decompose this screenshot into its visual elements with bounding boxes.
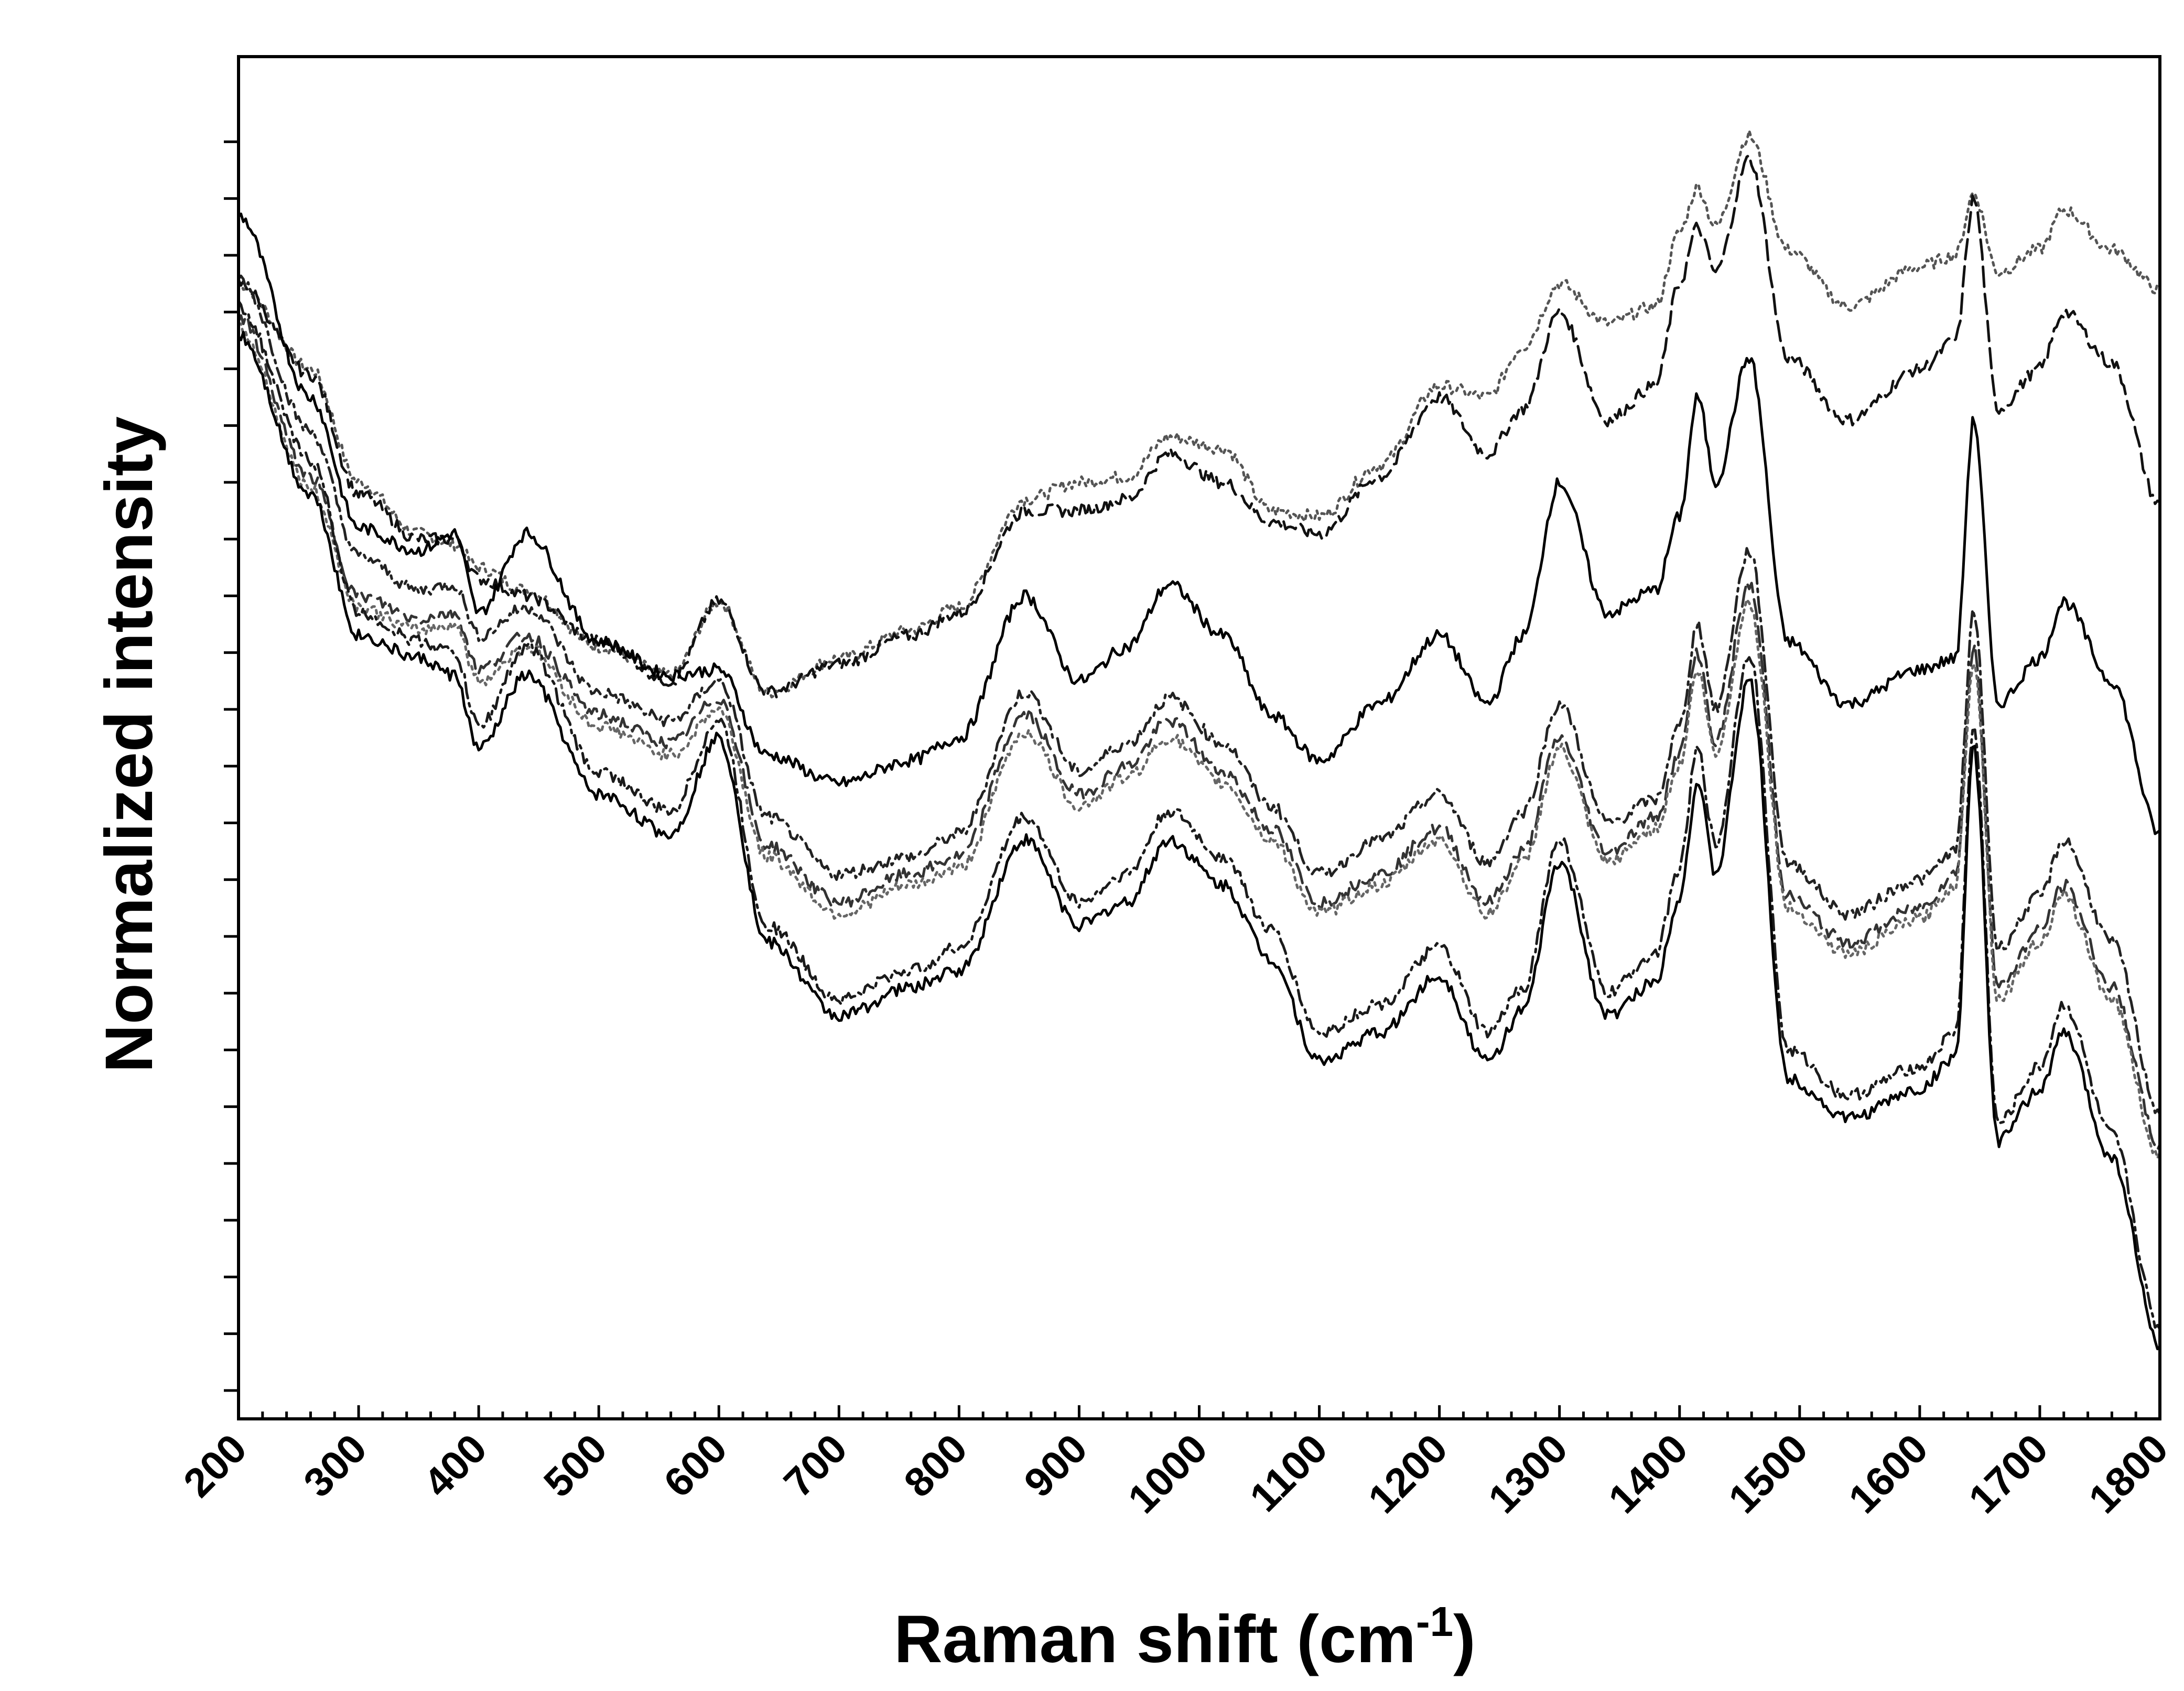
y-axis-ticks (224, 140, 239, 1392)
x-tick-label: 300 (295, 1425, 375, 1506)
spectrum-line-7 (237, 299, 2161, 1331)
x-tick-label: 1200 (1359, 1425, 1456, 1522)
spectrum-line-3 (237, 212, 2161, 835)
x-tick-label: 1400 (1599, 1425, 1696, 1522)
x-tick-label: 1700 (1960, 1425, 2057, 1522)
plot-frame (237, 55, 2161, 1420)
spectrum-line-8 (237, 330, 2161, 1351)
x-tick-label: 1800 (2080, 1425, 2177, 1522)
spectrum-line-5 (237, 314, 2161, 1151)
spectrum-line-6 (237, 322, 2161, 1159)
series-layer (237, 129, 2161, 1351)
x-tick-label: 1600 (1840, 1425, 1937, 1522)
x-tick-label: 200 (175, 1425, 255, 1506)
x-axis-title-superscript: -1 (1416, 1598, 1453, 1645)
x-axis-ticks (237, 1405, 2161, 1419)
x-tick-label: 1000 (1119, 1425, 1216, 1522)
x-tick-label: 700 (775, 1425, 856, 1506)
x-tick-label: 1300 (1479, 1425, 1576, 1522)
x-tick-label: 1100 (1241, 1425, 1336, 1521)
spectrum-line-2 (237, 154, 2161, 699)
spectrum-line-1 (237, 129, 2161, 698)
y-axis-title: Normalized intensity (92, 416, 167, 1073)
x-tick-label: 1500 (1720, 1425, 1817, 1522)
x-tick-label: 600 (655, 1425, 736, 1506)
x-tick-label: 800 (895, 1425, 976, 1506)
x-axis-tick-labels: 200 300 400 500 600 700 800 900 1000 1100 1200 1300… (175, 1425, 2177, 1522)
x-axis-title: Raman shift (cm-1) (894, 1598, 1476, 1677)
x-tick-label: 900 (1015, 1425, 1096, 1506)
spectrum-line-4 (237, 274, 2161, 1116)
x-axis-title-close: ) (1453, 1602, 1476, 1677)
x-tick-label: 500 (535, 1425, 615, 1506)
x-tick-label: 400 (415, 1425, 495, 1506)
